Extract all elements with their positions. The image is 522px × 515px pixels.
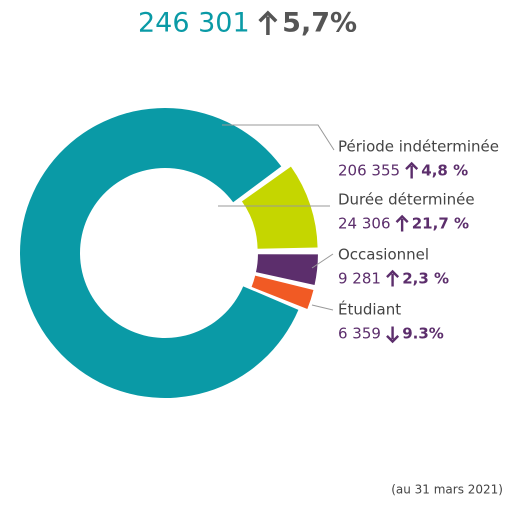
donut-slice [19,107,299,398]
arrow-up [258,10,278,35]
arrow-up [395,214,409,232]
donut-slice [251,275,314,310]
total-change: 5,7% [282,8,357,39]
leader-line [311,253,334,269]
leader-line [222,124,335,151]
value-label: 9 281 [338,270,381,288]
legend-label: Occasionnel [338,246,429,264]
legend-label: Période indéterminée [338,138,499,156]
note: (au 31 mars 2021) [391,483,503,497]
value-label: 6 359 [338,325,381,343]
change-label: 21,7 % [412,215,469,233]
change-label: 4,8 % [421,162,468,180]
leader-line [311,304,334,311]
total-value: 246 301 [138,8,250,39]
donut-slice [255,254,318,286]
arrow-up [386,269,400,287]
legend-label: Étudiant [338,300,401,319]
change-label: 2,3 % [402,270,449,288]
arrow-down [386,326,400,344]
value-label: 206 355 [338,162,400,180]
change-label: 9.3% [402,325,444,343]
arrow-up [405,161,419,179]
value-label: 24 306 [338,215,391,233]
donut-slice [241,166,318,249]
legend-label: Durée déterminée [338,191,475,209]
